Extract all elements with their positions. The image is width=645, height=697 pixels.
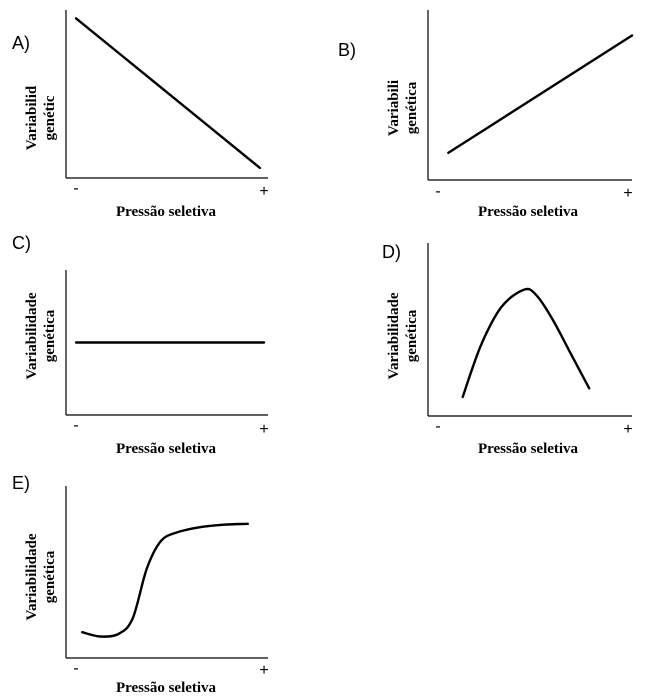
series-line	[81, 522, 249, 638]
y-axis-title: Variabilidade genética	[386, 292, 420, 379]
y-axis-title-line2: genétic	[42, 95, 58, 140]
x-min-label: -	[73, 180, 78, 197]
y-axis-title-line2: genética	[404, 81, 420, 134]
y-axis-title-line1: Variabilidade	[386, 292, 402, 379]
y-axis-title: Variabilid genétic	[24, 85, 58, 150]
panel-b: B) Variabili genética - + Pressão seleti…	[338, 10, 634, 220]
x-axis-title: Pressão seletiva	[116, 680, 217, 696]
y-axis-title-line2: genética	[42, 550, 58, 603]
y-axis-title-line2: genética	[404, 309, 420, 362]
x-min-label: -	[73, 660, 78, 677]
panel-label: C)	[12, 233, 31, 253]
series-line	[447, 34, 634, 154]
x-axis-title: Pressão seletiva	[116, 441, 217, 457]
panel-c: C) Variabilidade genética - + Pressão se…	[12, 233, 269, 457]
series-line	[74, 17, 262, 170]
y-axis-title: Variabili genética	[386, 80, 420, 136]
x-axis-title: Pressão seletiva	[478, 441, 579, 457]
x-min-label: -	[73, 417, 78, 434]
x-max-label: +	[623, 185, 632, 202]
y-axis-title-line1: Variabili	[386, 80, 402, 136]
y-axis-title-line1: Variabilidade	[24, 533, 40, 620]
panel-label: A)	[12, 33, 30, 53]
x-axis-title: Pressão seletiva	[116, 204, 217, 220]
panel-label: E)	[12, 473, 30, 493]
y-axis-title-line2: genética	[42, 309, 58, 362]
x-max-label: +	[623, 421, 632, 438]
y-axis-title-line1: Variabilidade	[24, 292, 40, 379]
panel-label: B)	[338, 40, 356, 60]
x-min-label: -	[435, 418, 440, 435]
x-max-label: +	[259, 183, 268, 200]
x-max-label: +	[259, 662, 268, 679]
y-axis-title-line1: Variabilid	[24, 85, 40, 150]
series-line	[461, 287, 591, 399]
x-max-label: +	[259, 421, 268, 438]
x-axis-title: Pressão seletiva	[478, 204, 579, 220]
y-axis-title: Variabilidade genética	[24, 292, 58, 379]
panel-e: E) Variabilidade genética - + Pressão se…	[12, 473, 269, 696]
panel-d: D) Variabilidade genética - + Pressão se…	[382, 242, 633, 457]
x-min-label: -	[435, 183, 440, 200]
panel-label: D)	[382, 242, 401, 262]
y-axis-title: Variabilidade genética	[24, 533, 58, 620]
panel-a: A) Variabilid genétic - + Pressão seleti…	[12, 10, 269, 220]
